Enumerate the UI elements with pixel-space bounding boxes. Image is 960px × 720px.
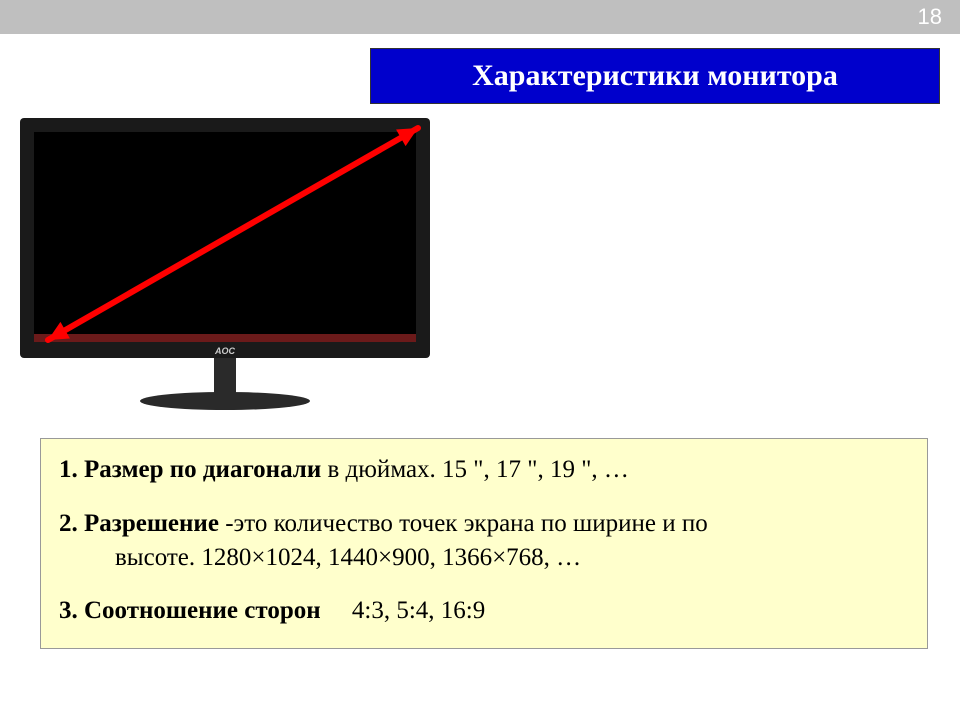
slide-title: Характеристики монитора: [472, 59, 838, 93]
item-continuation: высоте. 1280×1024, 1440×900, 1366×768, …: [59, 541, 909, 575]
info-box: 1. Размер по диагонали в дюймах. 15 ", 1…: [40, 438, 928, 649]
item-head: Соотношение сторон: [84, 597, 321, 624]
item-number: 3.: [59, 597, 84, 624]
page-number: 18: [918, 4, 942, 30]
monitor-illustration: AOC: [20, 118, 430, 418]
item-rest: 4:3, 5:4, 16:9: [321, 597, 486, 624]
item-rest: -это количество точек экрана по ширине и…: [219, 510, 708, 537]
info-item-3: 3. Соотношение сторон 4:3, 5:4, 16:9: [59, 594, 909, 628]
svg-text:AOC: AOC: [214, 346, 236, 356]
top-bar: 18: [0, 0, 960, 34]
item-head: Размер по диагонали: [84, 456, 321, 483]
item-rest: в дюймах. 15 ", 17 ", 19 ", …: [321, 456, 629, 483]
item-number: 1.: [59, 456, 84, 483]
item-number: 2.: [59, 510, 84, 537]
monitor-svg: AOC: [20, 118, 430, 418]
item-head: Разрешение: [84, 510, 219, 537]
info-item-1: 1. Размер по диагонали в дюймах. 15 ", 1…: [59, 453, 909, 487]
info-item-2: 2. Разрешение -это количество точек экра…: [59, 507, 909, 575]
title-box: Характеристики монитора: [370, 48, 940, 104]
